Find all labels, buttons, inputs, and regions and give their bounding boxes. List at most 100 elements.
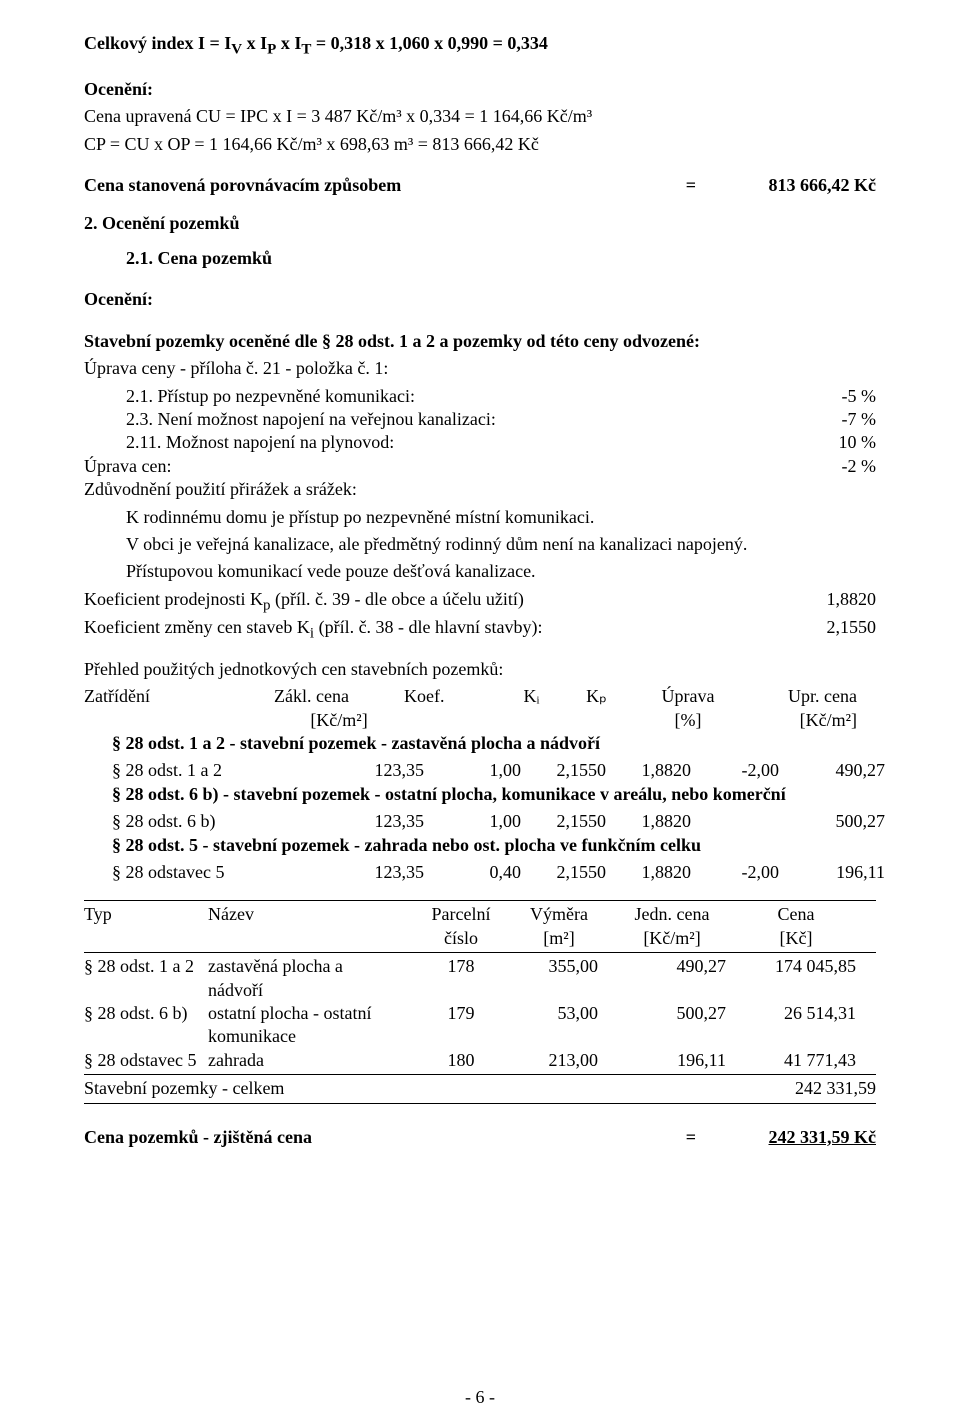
sec2-row: § 28 odst. 6 b) 123,35 1,00 2,1550 1,882… bbox=[84, 810, 876, 833]
unit-kc-m2-2: [Kč/m²] bbox=[747, 709, 857, 732]
table2-header-2: číslo [m²] [Kč/m²] [Kč] bbox=[84, 927, 876, 950]
body-line-1: K rodinnému domu je přístup po nezpevněn… bbox=[84, 506, 876, 529]
col-cislo: číslo bbox=[412, 927, 510, 950]
page: Celkový index I = IV x IP x IT = 0,318 x… bbox=[0, 0, 960, 1425]
unit-m2: [m²] bbox=[510, 927, 608, 950]
cell-vym: 355,00 bbox=[510, 955, 608, 978]
cell: 1,8820 bbox=[612, 759, 697, 782]
cell-vym: 213,00 bbox=[510, 1049, 608, 1072]
index-formula: Celkový index I = IV x IP x IT = 0,318 x… bbox=[84, 32, 876, 60]
cell-jc: 500,27 bbox=[608, 1002, 736, 1025]
cell-jc: 490,27 bbox=[608, 955, 736, 978]
cell-pc: 178 bbox=[412, 955, 510, 978]
kp-row: Koeficient prodejnosti Kp (příl. č. 39 -… bbox=[84, 588, 876, 616]
final-row: Cena pozemků - zjištěná cena = 242 331,5… bbox=[84, 1126, 876, 1149]
cell: § 28 odst. 1 a 2 bbox=[112, 759, 312, 782]
oceneni-heading-1: Ocenění: bbox=[84, 78, 876, 101]
kp-label: Koeficient prodejnosti Kp (příl. č. 39 -… bbox=[84, 588, 786, 616]
cell: 123,35 bbox=[312, 810, 442, 833]
page-number: - 6 - bbox=[0, 1386, 960, 1409]
ki-row: Koeficient změny cen staveb Ki (příl. č.… bbox=[84, 616, 876, 644]
table2-row-1b: nádvoří bbox=[84, 979, 876, 1002]
adj-value: -5 % bbox=[786, 385, 876, 408]
cell: § 28 odst. 6 b) bbox=[112, 810, 312, 833]
cp-line: CP = CU x OP = 1 164,66 Kč/m³ x 698,63 m… bbox=[84, 133, 876, 156]
adj-row-1: 2.1. Přístup po nezpevněné komunikaci: -… bbox=[84, 385, 876, 408]
cell: 0,40 bbox=[442, 861, 527, 884]
prehled-header-row-2: [Kč/m²] [%] [Kč/m²] bbox=[84, 709, 876, 732]
col-uprava: Úprava bbox=[629, 685, 747, 708]
cell-jc: 196,11 bbox=[608, 1049, 736, 1072]
divider bbox=[84, 952, 876, 953]
index-sub-v: V bbox=[231, 42, 242, 58]
cu-line: Cena upravená CU = IPC x I = 3 487 Kč/m³… bbox=[84, 105, 876, 128]
oceneni-pozemku-heading: 2. Ocenění pozemků bbox=[84, 212, 876, 235]
prehled-header-row-1: Zatřídění Zákl. cena Koef. Kᵢ Kₚ Úprava … bbox=[84, 685, 876, 708]
sec2-title: § 28 odst. 6 b) - stavební pozemek - ost… bbox=[84, 783, 876, 806]
cell: 196,11 bbox=[785, 861, 885, 884]
adj-label: 2.3. Není možnost napojení na veřejnou k… bbox=[126, 408, 786, 431]
oceneni-heading-2: Ocenění: bbox=[84, 288, 876, 311]
cell: 2,1550 bbox=[527, 861, 612, 884]
uprava-cen-label: Úprava cen: bbox=[84, 455, 786, 478]
unit-percent: [%] bbox=[629, 709, 747, 732]
prehled-title: Přehled použitých jednotkových cen stave… bbox=[84, 658, 876, 681]
cell: 123,35 bbox=[312, 861, 442, 884]
cell bbox=[697, 810, 785, 833]
cell-typ: § 28 odst. 1 a 2 bbox=[84, 955, 208, 978]
table2-row-3: § 28 odstavec 5 zahrada 180 213,00 196,1… bbox=[84, 1049, 876, 1072]
col-ki: Kᵢ bbox=[499, 685, 564, 708]
body-line-3: Přístupovou komunikací vede pouze dešťov… bbox=[84, 560, 876, 583]
cell-nazev: zahrada bbox=[208, 1049, 412, 1072]
uprava-ceny-line: Úprava ceny - příloha č. 21 - položka č.… bbox=[84, 357, 876, 380]
unit-kc-m2: [Kč/m²] bbox=[608, 927, 736, 950]
cell: 123,35 bbox=[312, 759, 442, 782]
sec3-row: § 28 odstavec 5 123,35 0,40 2,1550 1,882… bbox=[84, 861, 876, 884]
kp-value: 1,8820 bbox=[786, 588, 876, 616]
cena-stanovena-value: 813 666,42 Kč bbox=[696, 174, 876, 197]
body-line-2: V obci je veřejná kanalizace, ale předmě… bbox=[84, 533, 876, 556]
cell: -2,00 bbox=[697, 759, 785, 782]
cell-cena: 26 514,31 bbox=[736, 1002, 856, 1025]
cell: 490,27 bbox=[785, 759, 885, 782]
divider bbox=[84, 900, 876, 901]
unit-kc: [Kč] bbox=[736, 927, 856, 950]
table2-sum-row: Stavební pozemky - celkem 242 331,59 bbox=[84, 1077, 876, 1100]
sum-value: 242 331,59 bbox=[716, 1077, 876, 1100]
cena-pozemku-heading: 2.1. Cena pozemků bbox=[84, 247, 876, 270]
equals-sign: = bbox=[686, 174, 696, 197]
sec1-row: § 28 odst. 1 a 2 123,35 1,00 2,1550 1,88… bbox=[84, 759, 876, 782]
col-zatrideni: Zatřídění bbox=[84, 685, 274, 708]
cell: 1,00 bbox=[442, 759, 527, 782]
col-koef: Koef. bbox=[404, 685, 499, 708]
divider bbox=[84, 1074, 876, 1075]
sec1-title: § 28 odst. 1 a 2 - stavební pozemek - za… bbox=[84, 732, 876, 755]
col-cena: Cena bbox=[736, 903, 856, 926]
table2-row-1: § 28 odst. 1 a 2 zastavěná plocha a 178 … bbox=[84, 955, 876, 978]
cena-stanovena-label: Cena stanovená porovnávacím způsobem bbox=[84, 174, 686, 197]
final-label: Cena pozemků - zjištěná cena bbox=[84, 1126, 686, 1149]
cell-vym: 53,00 bbox=[510, 1002, 608, 1025]
cena-stanovena-row: Cena stanovená porovnávacím způsobem = 8… bbox=[84, 174, 876, 197]
adj-label: 2.1. Přístup po nezpevněné komunikaci: bbox=[126, 385, 786, 408]
col-jedn-cena: Jedn. cena bbox=[608, 903, 736, 926]
cell-pc: 180 bbox=[412, 1049, 510, 1072]
col-parcelni: Parcelní bbox=[412, 903, 510, 926]
table2-row-2b: komunikace bbox=[84, 1025, 876, 1048]
cell: 2,1550 bbox=[527, 810, 612, 833]
index-sub-p: P bbox=[267, 42, 276, 58]
equals-sign: = bbox=[686, 1126, 696, 1149]
cell-cena: 41 771,43 bbox=[736, 1049, 856, 1072]
col-upr-cena: Upr. cena bbox=[747, 685, 857, 708]
cell-typ: § 28 odst. 6 b) bbox=[84, 1002, 208, 1025]
col-typ: Typ bbox=[84, 903, 208, 926]
adj-value: -7 % bbox=[786, 408, 876, 431]
cell-cena: 174 045,85 bbox=[736, 955, 856, 978]
cell-nazev: zastavěná plocha a bbox=[208, 955, 412, 978]
adj-label: 2.11. Možnost napojení na plynovod: bbox=[126, 431, 786, 454]
index-text: Celkový index I = I bbox=[84, 33, 231, 53]
cell: 1,8820 bbox=[612, 810, 697, 833]
unit-kc-m2: [Kč/m²] bbox=[274, 709, 404, 732]
table2-row-2: § 28 odst. 6 b) ostatní plocha - ostatní… bbox=[84, 1002, 876, 1025]
uprava-cen-row: Úprava cen: -2 % bbox=[84, 455, 876, 478]
